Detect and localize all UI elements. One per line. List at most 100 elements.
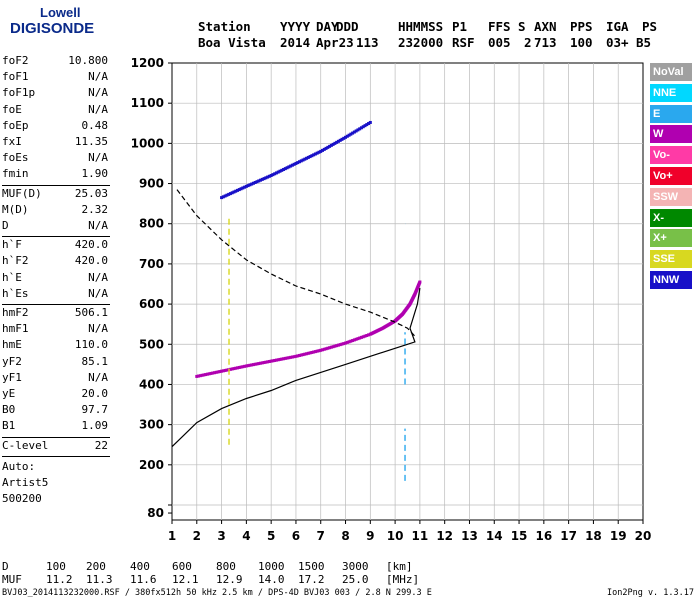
echo-point (340, 342, 344, 346)
param-value: 85.1 (81, 354, 109, 368)
param-row: foEp 0.48 (2, 119, 108, 135)
echo-point (204, 373, 208, 377)
x-tick-label: 6 (292, 529, 300, 543)
echo-point (260, 177, 264, 181)
param-label: hmF2 (2, 306, 29, 319)
x-tick-label: 13 (461, 529, 478, 543)
echo-point (299, 353, 303, 357)
echo-point (285, 166, 289, 170)
header-value: RSF (452, 35, 475, 50)
echo-point (267, 174, 271, 178)
echo-point (340, 137, 344, 141)
echo-point (264, 360, 268, 364)
x-tick-label: 3 (217, 529, 225, 543)
echo-point (319, 348, 323, 352)
echo-point (253, 180, 257, 184)
echo-point (234, 189, 238, 193)
logo-digisonde: DIGISONDE (10, 20, 95, 37)
x-tick-label: 9 (366, 529, 374, 543)
echo-point (236, 188, 240, 192)
echo-point (345, 340, 349, 344)
echo-point (329, 345, 333, 349)
echo-point (349, 132, 353, 136)
virtual-height-curve (176, 189, 416, 337)
auto-scaling-text: Artist5 (2, 476, 49, 489)
echo-point (317, 349, 321, 353)
param-value: N/A (88, 70, 108, 84)
header-label: DDD (336, 19, 359, 34)
param-value: N/A (88, 370, 108, 384)
echo-point (269, 359, 273, 363)
echo-point (221, 195, 225, 199)
param-label: fmin (2, 167, 29, 181)
param-row: D N/A (2, 219, 108, 235)
param-value: 2.32 (81, 202, 109, 216)
param-row: yF2 85.1 (2, 355, 108, 371)
header-label: P1 (452, 19, 468, 34)
param-divider (2, 236, 110, 238)
param-divider (2, 184, 110, 186)
echo-point (223, 194, 227, 198)
param-value: 0.48 (81, 118, 109, 132)
echo-point (278, 357, 282, 361)
echo-point (333, 141, 337, 145)
table-unit: [km] (386, 560, 413, 573)
y-tick-label: 1100 (131, 96, 164, 110)
echo-point (255, 362, 259, 366)
echo-point (228, 367, 232, 371)
echo-point (280, 168, 284, 172)
legend-entry: Vo- (650, 146, 692, 165)
echo-point (329, 143, 333, 147)
param-value: 10.800 (68, 54, 108, 67)
echo-point (243, 364, 247, 368)
param-value: N/A (88, 270, 108, 284)
param-row: yE 20.0 (2, 387, 108, 403)
table-cell: 200 (86, 560, 106, 573)
param-value: N/A (88, 286, 108, 300)
echo-point (292, 355, 296, 359)
param-label: D (2, 219, 9, 232)
echo-point (305, 156, 309, 160)
param-value: 22 (94, 438, 108, 452)
param-label: hmE (2, 338, 22, 352)
echo-point (289, 355, 293, 359)
header-value: 005 (488, 35, 511, 50)
echo-point (246, 184, 250, 188)
echo-point (351, 339, 355, 343)
echo-point (207, 372, 211, 376)
ionogram-chart: 1 2 3 4 5 6 7 8 9 10 11 12 13 14 15 16 17 18 19 20802003004… (131, 56, 652, 543)
echo-point (303, 157, 307, 161)
echo-point (361, 125, 365, 129)
param-label: foF2 (2, 54, 29, 67)
table-row-label: MUF (2, 573, 22, 586)
echo-point (292, 162, 296, 166)
echo-point (356, 337, 360, 341)
param-label: h`Es (2, 286, 29, 300)
echo-point (287, 356, 291, 360)
legend-entry: X+ (650, 229, 692, 248)
echo-point (335, 344, 339, 348)
echo-point (260, 361, 264, 365)
legend-entry: W (650, 125, 692, 144)
auto-scaling-text: 500200 (2, 492, 42, 506)
table-cell: 3000 (342, 560, 369, 573)
param-row: fmin 1.90 (2, 167, 108, 183)
echo-point (257, 362, 261, 366)
echo-point (317, 150, 321, 154)
param-label: foEs (2, 151, 29, 165)
echo-point (225, 193, 229, 197)
legend-entry: NNW (650, 271, 692, 289)
header-label: DAY (316, 19, 339, 34)
x-tick-label: 7 (317, 529, 325, 543)
echo-point (251, 363, 255, 367)
echo-point (294, 354, 298, 358)
legend-entry: E (650, 104, 692, 123)
table-cell: 11.3 (86, 573, 113, 586)
echo-point (211, 371, 215, 375)
param-value: N/A (88, 151, 108, 165)
param-value: 20.0 (81, 387, 109, 400)
table-cell: 100 (46, 560, 66, 573)
echo-point (228, 192, 232, 196)
param-label: C-level (2, 438, 49, 452)
header-value: 713 (534, 35, 557, 50)
